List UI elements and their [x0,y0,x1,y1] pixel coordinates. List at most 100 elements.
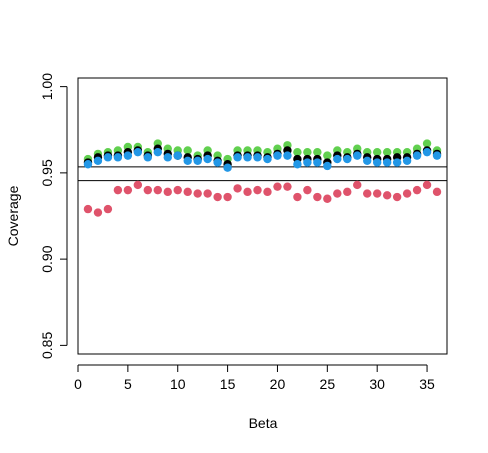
data-point [293,147,302,157]
data-point [293,192,302,202]
data-point [133,180,143,190]
data-point [422,139,432,148]
data-point [223,192,232,202]
reference-lines [78,166,447,182]
data-point [343,187,352,197]
data-point [193,189,202,198]
series-3 [83,147,442,172]
data-point [123,151,133,160]
data-point [253,153,262,162]
data-point [273,151,282,160]
data-point [353,151,362,160]
data-point [283,151,292,160]
x-tick-label: 25 [320,376,336,392]
data-point [293,160,302,169]
data-point [123,185,133,195]
data-point [333,189,342,198]
data-point [103,204,113,214]
data-point [303,147,312,157]
data-point [153,185,162,195]
data-point [173,151,182,160]
data-point [173,185,182,195]
data-point [153,147,162,157]
data-point [323,161,332,171]
data-point [422,147,432,157]
data-point [133,147,143,157]
data-points [83,139,442,217]
data-point [392,158,402,167]
data-point [343,154,352,164]
data-point [333,154,342,164]
data-point [93,156,103,165]
data-point [213,192,222,202]
x-axis-title: Beta [249,415,278,431]
data-point [183,156,192,165]
data-point [382,191,392,200]
data-point [253,185,262,195]
data-point [382,158,392,167]
x-tick-label: 20 [270,376,286,392]
data-point [392,192,402,202]
data-point [113,185,123,195]
data-point [83,204,93,214]
data-point [313,158,322,167]
data-point [372,147,382,157]
data-point [93,208,103,217]
y-axis-title: Coverage [5,185,21,246]
data-point [143,153,153,162]
data-point [372,158,382,167]
x-axis: 0 5 10 15 20 25 30 35 [74,364,435,392]
data-point [143,185,153,195]
data-point [163,187,172,197]
y-tick-label: 0.85 [39,332,55,359]
data-point [263,187,272,197]
data-point [183,187,192,197]
data-point [83,160,93,169]
data-point [432,187,442,197]
x-tick-label: 0 [74,376,82,392]
data-point [382,147,392,157]
data-point [323,151,332,160]
data-point [323,194,332,203]
data-point [363,156,372,165]
data-point [163,153,172,162]
plot-frame [77,77,448,355]
data-point [233,153,242,162]
y-tick-label: 0.90 [39,245,55,272]
data-point [213,158,222,167]
data-point [313,147,322,157]
data-point [372,189,382,198]
x-tick-label: 5 [124,376,132,392]
data-point [283,182,292,191]
data-point [103,153,113,162]
data-point [313,192,322,202]
y-tick-label: 0.95 [39,159,55,186]
data-point [193,156,202,165]
data-point [203,189,212,198]
data-point [243,187,252,197]
x-tick-label: 30 [369,376,385,392]
data-point [303,185,312,195]
data-point [273,182,282,191]
data-point [233,184,242,193]
data-point [353,180,362,190]
y-tick-label: 1.00 [39,73,55,100]
data-point [303,158,312,167]
data-point [412,151,422,160]
data-point [263,154,272,164]
y-axis: 0.85 0.90 0.95 1.00 [39,73,68,359]
data-point [113,153,123,162]
x-tick-label: 35 [419,376,435,392]
data-point [422,180,432,190]
data-point [432,151,442,160]
series-4 [83,180,442,217]
data-point [402,156,412,165]
data-point [223,163,232,172]
x-tick-label: 10 [170,376,186,392]
data-point [243,153,252,162]
data-point [402,189,412,198]
data-point [363,189,372,198]
